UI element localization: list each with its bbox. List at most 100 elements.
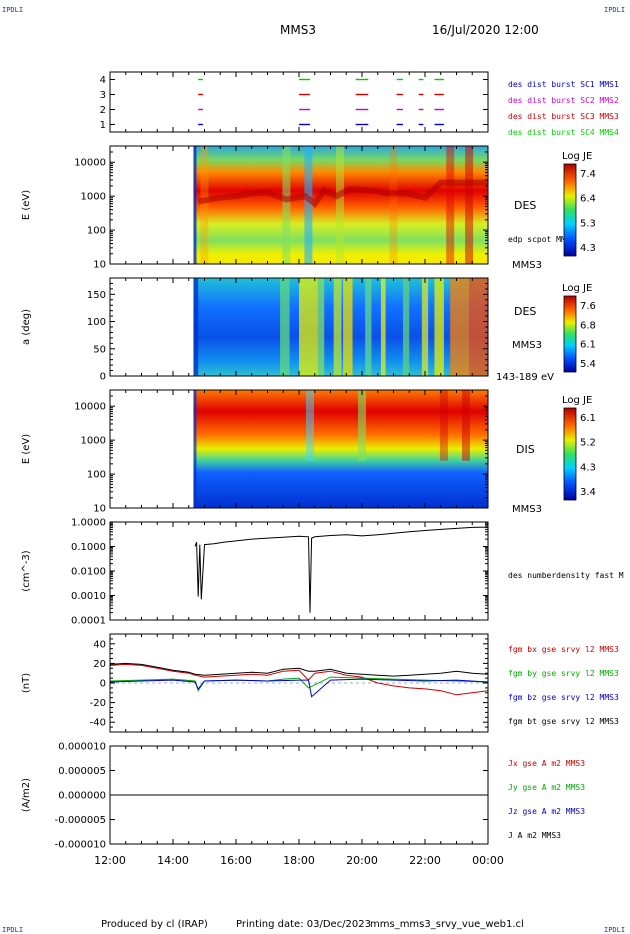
dis-energy-spectrogram [193, 390, 488, 508]
bfield-legend-entry: fgm bz gse srvy l2 MMS3 [508, 693, 619, 702]
dis-energy-y-tick-label: 100 [87, 470, 106, 481]
des-energy-y-tick-label: 10 [93, 260, 106, 271]
density-y-tick-label: 0.0100 [71, 567, 106, 578]
current-y-tick-label: -0.000010 [55, 840, 106, 851]
des-energy-structure [282, 146, 291, 264]
des-pitch-energy-band: 143-189 eV [496, 372, 554, 383]
bfield-y-tick-label: 40 [93, 639, 106, 650]
time-axis-tick-label: 18:00 [283, 854, 315, 867]
des-energy-overlay-label: edp scpot MMS3 [508, 235, 576, 244]
des-energy-structure [335, 146, 344, 264]
time-axis-tick-label: 12:00 [94, 854, 126, 867]
current-y-tick-label: 0.000005 [58, 766, 106, 777]
spacecraft-title: MMS3 [280, 23, 316, 37]
des-energy-structure [389, 146, 398, 264]
des-pitch-y-tick-label: 50 [93, 344, 106, 355]
dis-energy-structure [358, 390, 366, 461]
dis-energy-y-tick-label: 10000 [74, 402, 106, 413]
datetime-title: 16/Jul/2020 12:00 [432, 23, 539, 37]
des-pitch-structure [421, 278, 429, 376]
density-series-line [194, 526, 489, 613]
density-ylabel: (cm^-3) [21, 550, 32, 591]
des-energy-ylabel: E (eV) [21, 190, 32, 220]
des-energy-structure [193, 146, 197, 264]
bfield-y-tick-label: 0 [100, 679, 106, 690]
dis-energy-structure [306, 390, 315, 461]
density-y-tick-label: 0.0010 [71, 591, 106, 602]
time-axis-tick-label: 22:00 [409, 854, 441, 867]
density-y-tick-label: 0.0001 [71, 616, 106, 627]
des-pitch-instrument-label: DES [514, 305, 536, 318]
corner-label-top-right: IPDLI [604, 6, 626, 14]
des-pitch-colorbar-title: Log JE [562, 283, 592, 294]
bfield-series-line [109, 676, 489, 692]
des-energy-y-tick-label: 100 [87, 226, 106, 237]
des-pitch-y-tick-label: 0 [100, 372, 106, 383]
des-pitch-structure [380, 278, 386, 376]
des-energy-structure [465, 146, 474, 264]
footer-filename: mms_mms3_srvy_vue_web1.cl [370, 919, 524, 930]
dis-energy-y-tick-label: 10 [93, 504, 106, 515]
des-pitch-colorbar-tick: 5.4 [580, 359, 596, 370]
burst-panel-frame [109, 71, 489, 133]
footer-produced: Produced by cl (IRAP) [101, 919, 208, 930]
des-energy-instrument-label: DES [514, 199, 536, 212]
des-energy-y-tick-label: 1000 [81, 192, 106, 203]
time-axis-tick-label: 00:00 [472, 854, 504, 867]
bfield-y-tick-label: -20 [90, 698, 106, 709]
dis-energy-colorbar-tick: 6.1 [580, 413, 596, 424]
bfield-series-line [109, 663, 489, 696]
des-pitch-structure [317, 278, 325, 376]
current-ylabel: (A/m2) [21, 778, 32, 812]
dis-energy-ylabel: E (eV) [21, 434, 32, 464]
corner-label-bottom-right: IPDLI [604, 926, 626, 934]
current-legend-entry: Jx gse A m2 MMS3 [508, 759, 585, 768]
time-axis-tick-label: 16:00 [220, 854, 252, 867]
dis-energy-structure [439, 390, 448, 461]
density-legend-entry: des numberdensity fast M [508, 571, 624, 580]
burst-y-tick-label: 4 [100, 75, 106, 86]
des-pitch-y-tick-label: 100 [87, 317, 106, 328]
des-energy-colorbar-tick: 6.4 [580, 194, 596, 205]
des-energy-structure [446, 146, 455, 264]
bfield-series-line [109, 678, 489, 698]
des-pitch-structure [365, 278, 372, 376]
dis-energy-structure [193, 390, 197, 508]
dis-energy-instrument-label: DIS [516, 443, 535, 456]
burst-y-tick-label: 2 [100, 105, 106, 116]
des-pitch-y-tick-label: 150 [87, 290, 106, 301]
des-pitch-colorbar-tick: 6.8 [580, 320, 596, 331]
current-y-tick-label: -0.000005 [55, 815, 106, 826]
des-pitch-structure [343, 278, 353, 376]
density-y-tick-label: 1.0000 [71, 518, 106, 529]
des-pitch-structure [280, 278, 290, 376]
des-energy-colorbar-title: Log JE [562, 151, 592, 162]
current-y-tick-label: 0.000010 [58, 742, 106, 753]
bfield-legend-entry: fgm bt gse srvy l2 MMS3 [508, 717, 619, 726]
des-pitch-structure [193, 278, 199, 376]
des-energy-colorbar-tick: 5.3 [580, 218, 596, 229]
dis-energy-y-tick-label: 1000 [81, 436, 106, 447]
des-pitch-structure [450, 278, 470, 376]
burst-legend-entry: des dist burst SC4 MMS4 [508, 128, 619, 137]
current-legend-entry: J A m2 MMS3 [508, 831, 561, 840]
des-pitch-colorbar [563, 295, 577, 373]
bfield-legend-entry: fgm bx gse srvy l2 MMS3 [508, 645, 619, 654]
burst-y-tick-label: 3 [100, 90, 106, 101]
dis-energy-colorbar-tick: 3.4 [580, 487, 596, 498]
dis-energy-spacecraft-label: MMS3 [512, 504, 542, 515]
des-pitch-structure [402, 278, 410, 376]
dis-energy-colorbar-tick: 4.3 [580, 462, 596, 473]
current-y-tick-label: 0.000000 [58, 791, 106, 802]
bfield-legend-entry: fgm by gse srvy l2 MMS3 [508, 669, 619, 678]
current-legend-entry: Jz gse A m2 MMS3 [508, 807, 585, 816]
dis-energy-colorbar [563, 407, 577, 501]
current-legend-entry: Jy gse A m2 MMS3 [508, 783, 585, 792]
burst-y-tick-label: 1 [100, 120, 106, 131]
time-axis-tick-label: 20:00 [346, 854, 378, 867]
burst-legend-entry: des dist burst SC2 MMS2 [508, 96, 619, 105]
des-energy-structure [200, 146, 209, 264]
burst-legend-entry: des dist burst SC3 MMS3 [508, 112, 619, 121]
bfield-y-tick-label: -40 [90, 718, 106, 729]
